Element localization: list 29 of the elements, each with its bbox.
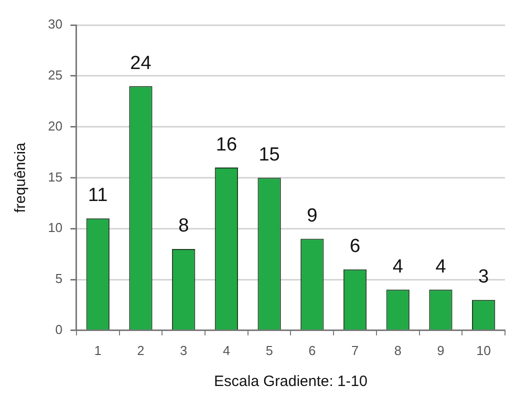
data-label: 9 bbox=[306, 206, 318, 227]
x-tick-label: 3 bbox=[180, 342, 188, 358]
y-tick-label: 30 bbox=[48, 16, 62, 32]
x-tick-label: 2 bbox=[137, 342, 144, 358]
data-label: 16 bbox=[216, 134, 238, 156]
x-axis-title: Escala Gradiente: 1-10 bbox=[214, 373, 368, 390]
y-tick-label: 0 bbox=[55, 322, 62, 337]
x-tick-label: 4 bbox=[222, 342, 230, 358]
x-tick-label: 5 bbox=[266, 342, 273, 358]
y-tick-label: 20 bbox=[48, 118, 62, 134]
x-tick-label: 10 bbox=[476, 342, 491, 358]
y-axis-title: frequência bbox=[12, 142, 30, 213]
data-label: 24 bbox=[130, 52, 152, 74]
y-tick-label: 5 bbox=[55, 271, 62, 286]
y-tick-label: 15 bbox=[48, 169, 62, 184]
data-label: 4 bbox=[392, 256, 404, 278]
data-label: 4 bbox=[435, 256, 446, 278]
data-label: 15 bbox=[258, 144, 280, 166]
x-tick-label: 7 bbox=[351, 342, 359, 358]
data-label: 11 bbox=[88, 185, 108, 206]
y-tick-label: 25 bbox=[48, 67, 62, 82]
x-tick-label: 9 bbox=[437, 342, 444, 358]
x-tick-label: 8 bbox=[394, 342, 402, 358]
data-label: 3 bbox=[478, 266, 489, 288]
x-tick-label: 6 bbox=[308, 342, 316, 358]
data-label: 8 bbox=[178, 216, 189, 237]
data-label: 6 bbox=[350, 236, 360, 258]
y-tick-label: 10 bbox=[48, 220, 62, 236]
x-tick-label: 1 bbox=[94, 342, 102, 358]
